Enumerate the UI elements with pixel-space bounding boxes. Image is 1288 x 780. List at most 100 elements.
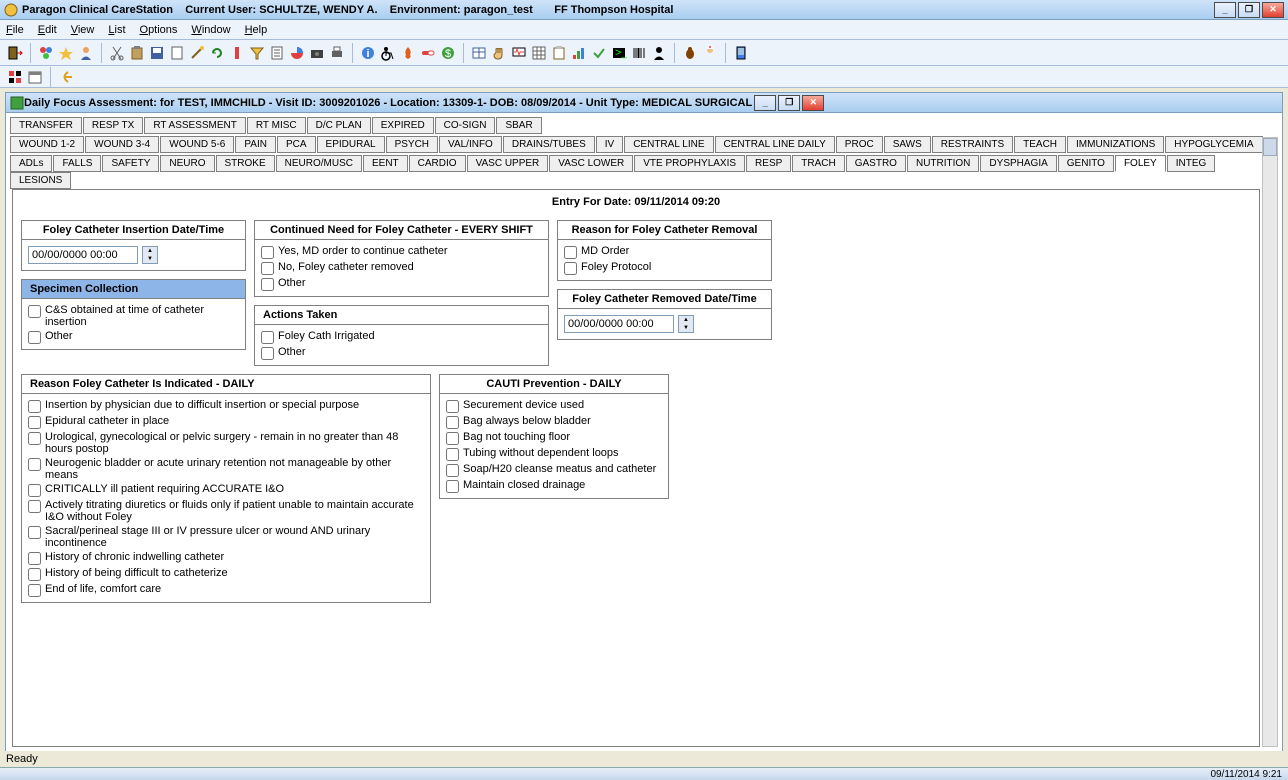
bars-icon[interactable] xyxy=(570,44,588,62)
tab-falls[interactable]: FALLS xyxy=(53,155,101,172)
report-icon[interactable] xyxy=(268,44,286,62)
wheelchair-icon[interactable] xyxy=(379,44,397,62)
nurse-icon[interactable] xyxy=(701,44,719,62)
minimize-button[interactable]: _ xyxy=(1214,2,1236,18)
tab-trach[interactable]: TRACH xyxy=(792,155,844,172)
tab-central-line-daily[interactable]: CENTRAL LINE DAILY xyxy=(715,136,835,153)
tab-saws[interactable]: SAWS xyxy=(884,136,931,153)
tab-wound-5-6[interactable]: WOUND 5-6 xyxy=(160,136,234,153)
tab-immunizations[interactable]: IMMUNIZATIONS xyxy=(1067,136,1164,153)
menu-edit[interactable]: Edit xyxy=(38,24,57,36)
tab-central-line[interactable]: CENTRAL LINE xyxy=(624,136,713,153)
tab-co-sign[interactable]: CO-SIGN xyxy=(435,117,496,134)
continued-checkbox[interactable] xyxy=(261,278,274,291)
tab-safety[interactable]: SAFETY xyxy=(102,155,159,172)
indicated-checkbox[interactable] xyxy=(28,400,41,413)
specimen-checkbox[interactable] xyxy=(28,305,41,318)
tab-resp-tx[interactable]: RESP TX xyxy=(83,117,143,134)
bug-icon[interactable] xyxy=(681,44,699,62)
tab-gastro[interactable]: GASTRO xyxy=(846,155,906,172)
tab-expired[interactable]: EXPIRED xyxy=(372,117,434,134)
cauti-checkbox[interactable] xyxy=(446,480,459,493)
cauti-checkbox[interactable] xyxy=(446,432,459,445)
tab-integ[interactable]: INTEG xyxy=(1167,155,1216,172)
exit-icon[interactable] xyxy=(6,44,24,62)
tab-genito[interactable]: GENITO xyxy=(1058,155,1114,172)
panel-close-button[interactable]: ✕ xyxy=(802,95,824,111)
cauti-checkbox[interactable] xyxy=(446,416,459,429)
doc-icon[interactable] xyxy=(168,44,186,62)
removed-spinner[interactable]: ▲▼ xyxy=(678,315,694,333)
device-icon[interactable] xyxy=(732,44,750,62)
actions-checkbox[interactable] xyxy=(261,347,274,360)
refresh-icon[interactable] xyxy=(208,44,226,62)
pattern-icon[interactable] xyxy=(6,68,24,86)
tab-drains-tubes[interactable]: DRAINS/TUBES xyxy=(503,136,595,153)
menu-file[interactable]: File xyxy=(6,24,24,36)
camera-icon[interactable] xyxy=(308,44,326,62)
tab-foley[interactable]: FOLEY xyxy=(1115,155,1166,172)
barcode-icon[interactable] xyxy=(630,44,648,62)
removal-checkbox[interactable] xyxy=(564,262,577,275)
continued-checkbox[interactable] xyxy=(261,262,274,275)
money-icon[interactable]: $ xyxy=(439,44,457,62)
tab-eent[interactable]: EENT xyxy=(363,155,408,172)
cauti-checkbox[interactable] xyxy=(446,448,459,461)
tab-adls[interactable]: ADLs xyxy=(10,155,52,172)
chart-icon[interactable] xyxy=(288,44,306,62)
indicated-checkbox[interactable] xyxy=(28,552,41,565)
tab-nutrition[interactable]: NUTRITION xyxy=(907,155,979,172)
menu-view[interactable]: View xyxy=(71,24,95,36)
tab-neuro-musc[interactable]: NEURO/MUSC xyxy=(276,155,362,172)
tab-sbar[interactable]: SBAR xyxy=(496,117,541,134)
calendar-icon[interactable] xyxy=(26,68,44,86)
clipboard-icon[interactable] xyxy=(550,44,568,62)
tab-pca[interactable]: PCA xyxy=(277,136,316,153)
indicated-checkbox[interactable] xyxy=(28,416,41,429)
info-icon[interactable]: i xyxy=(359,44,377,62)
tab-val-info[interactable]: VAL/INFO xyxy=(439,136,502,153)
tab-hypoglycemia[interactable]: HYPOGLYCEMIA xyxy=(1165,136,1262,153)
scrollbar-thumb[interactable] xyxy=(1263,138,1277,156)
monitor-icon[interactable] xyxy=(510,44,528,62)
insertion-datetime-input[interactable] xyxy=(28,246,138,264)
tab-lesions[interactable]: LESIONS xyxy=(10,172,71,189)
indicated-checkbox[interactable] xyxy=(28,432,41,445)
cauti-checkbox[interactable] xyxy=(446,464,459,477)
actions-checkbox[interactable] xyxy=(261,331,274,344)
pill-icon[interactable] xyxy=(419,44,437,62)
back-arrow-icon[interactable] xyxy=(57,68,75,86)
tab-vte-prophylaxis[interactable]: VTE PROPHYLAXIS xyxy=(634,155,745,172)
tab-restraints[interactable]: RESTRAINTS xyxy=(932,136,1013,153)
tab-epidural[interactable]: EPIDURAL xyxy=(317,136,385,153)
insertion-spinner[interactable]: ▲▼ xyxy=(142,246,158,264)
filter-icon[interactable] xyxy=(248,44,266,62)
tab-psych[interactable]: PSYCH xyxy=(386,136,438,153)
continued-checkbox[interactable] xyxy=(261,246,274,259)
panel-minimize-button[interactable]: _ xyxy=(754,95,776,111)
tab-rt-misc[interactable]: RT MISC xyxy=(247,117,306,134)
print-icon[interactable] xyxy=(328,44,346,62)
grid-icon[interactable] xyxy=(530,44,548,62)
removal-checkbox[interactable] xyxy=(564,246,577,259)
vertical-scrollbar[interactable] xyxy=(1262,137,1278,747)
close-button[interactable]: ✕ xyxy=(1262,2,1284,18)
tab-dysphagia[interactable]: DYSPHAGIA xyxy=(980,155,1056,172)
paste-icon[interactable] xyxy=(128,44,146,62)
menu-help[interactable]: Help xyxy=(245,24,268,36)
menu-list[interactable]: List xyxy=(108,24,125,36)
star-icon[interactable] xyxy=(57,44,75,62)
restore-button[interactable]: ❐ xyxy=(1238,2,1260,18)
tab-wound-3-4[interactable]: WOUND 3-4 xyxy=(85,136,159,153)
panel-restore-button[interactable]: ❐ xyxy=(778,95,800,111)
check-icon[interactable] xyxy=(590,44,608,62)
tab-resp[interactable]: RESP xyxy=(746,155,791,172)
wand-icon[interactable] xyxy=(188,44,206,62)
indicated-checkbox[interactable] xyxy=(28,568,41,581)
menu-options[interactable]: Options xyxy=(140,24,178,36)
indicated-checkbox[interactable] xyxy=(28,484,41,497)
tab-transfer[interactable]: TRANSFER xyxy=(10,117,82,134)
tab-vasc-lower[interactable]: VASC LOWER xyxy=(549,155,633,172)
hand-icon[interactable] xyxy=(490,44,508,62)
tab-d-c-plan[interactable]: D/C PLAN xyxy=(307,117,371,134)
